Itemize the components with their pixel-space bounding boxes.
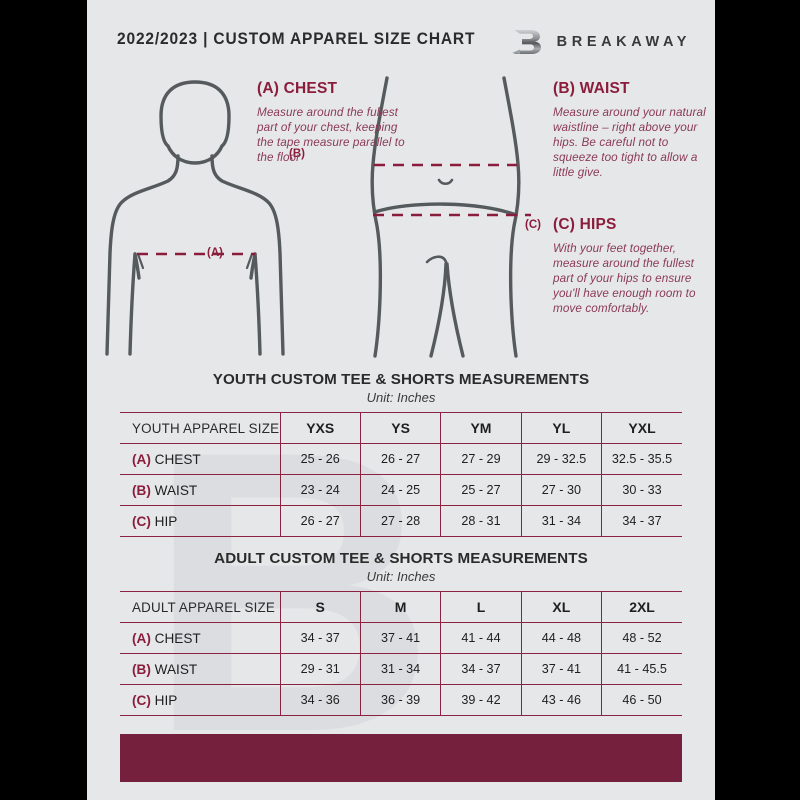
waist-marker-label: (B) — [289, 148, 305, 160]
row-name: WAIST — [154, 482, 198, 498]
youth-size-header-yl: YL — [520, 412, 603, 444]
adult-waist-l: 34 - 37 — [440, 653, 522, 685]
youth-table-header-row: YOUTH APPAREL SIZE YXS YS YM YL YXL — [120, 412, 682, 444]
male-hips-waist-outline-icon — [370, 76, 531, 358]
page-header: 2022/2023 | CUSTOM APPAREL SIZE CHART BR… — [87, 0, 715, 68]
row-tag: (B) — [132, 482, 151, 498]
adult-size-header-s: S — [279, 591, 361, 623]
adult-size-header-l: L — [440, 591, 522, 623]
row-tag: (C) — [132, 513, 151, 529]
youth-hip-ys: 27 - 28 — [359, 505, 442, 537]
row-tag: (A) — [132, 630, 151, 646]
adult-chest-2xl: 48 - 52 — [601, 622, 682, 654]
hips-marker-label: (C) — [525, 219, 541, 231]
brand-name: BREAKAWAY — [556, 34, 691, 50]
page-title: 2022/2023 | CUSTOM APPAREL SIZE CHART — [117, 30, 476, 48]
callout-waist-body: Measure around your natural waistline – … — [553, 106, 706, 180]
youth-hip-yl: 31 - 34 — [520, 505, 603, 537]
youth-chest-yxl: 32.5 - 35.5 — [601, 443, 682, 475]
adult-hip-xl: 43 - 46 — [520, 684, 603, 716]
male-torso-front-outline-icon — [105, 80, 285, 356]
youth-chest-yxs: 25 - 26 — [279, 443, 361, 475]
youth-section-unit: Unit: Inches — [366, 390, 436, 405]
adult-row-label-waist: (B) WAIST — [120, 653, 281, 685]
adult-row-label-hip: (C) HIP — [120, 684, 281, 716]
adult-section-title: ADULT CUSTOM TEE & SHORTS MEASUREMENTS — [214, 550, 588, 567]
chest-marker-label: (A) — [207, 247, 223, 259]
youth-size-header-yxs: YXS — [279, 412, 361, 444]
youth-size-table: YOUTH APPAREL SIZE YXS YS YM YL YXL (A) … — [120, 412, 682, 537]
callout-hips: (C) HIPS With your feet together, measur… — [553, 216, 708, 316]
adult-chest-s: 34 - 37 — [279, 622, 361, 654]
adult-hip-s: 34 - 36 — [279, 684, 361, 716]
youth-waist-ys: 24 - 25 — [359, 474, 442, 506]
brand-lockup: BREAKAWAY — [511, 27, 691, 57]
row-tag: (A) — [132, 451, 151, 467]
adult-hip-2xl: 46 - 50 — [601, 684, 682, 716]
youth-waist-yxs: 23 - 24 — [279, 474, 361, 506]
youth-chest-yl: 29 - 32.5 — [520, 443, 603, 475]
adult-chest-m: 37 - 41 — [359, 622, 442, 654]
row-tag: (B) — [132, 661, 151, 677]
table-row: (A) CHEST 34 - 37 37 - 41 41 - 44 44 - 4… — [120, 622, 682, 654]
adult-waist-m: 31 - 34 — [359, 653, 442, 685]
row-name: CHEST — [154, 630, 201, 646]
adult-waist-s: 29 - 31 — [279, 653, 361, 685]
measurement-illustration: (A) (B) (C) (A) CHEST Measure around the… — [87, 68, 715, 363]
breakaway-b-logo-icon — [511, 30, 541, 54]
adult-table-header-row: ADULT APPAREL SIZE S M L XL 2XL — [120, 591, 682, 623]
youth-size-header-ym: YM — [440, 412, 522, 444]
callout-waist-heading: (B) WAIST — [553, 80, 630, 97]
youth-row-label-waist: (B) WAIST — [120, 474, 281, 506]
table-row: (B) WAIST 29 - 31 31 - 34 34 - 37 37 - 4… — [120, 653, 682, 685]
youth-waist-ym: 25 - 27 — [440, 474, 522, 506]
table-row: (A) CHEST 25 - 26 26 - 27 27 - 29 29 - 3… — [120, 443, 682, 475]
youth-row-label-hip: (C) HIP — [120, 505, 281, 537]
youth-waist-yxl: 30 - 33 — [601, 474, 682, 506]
youth-chest-ym: 27 - 29 — [440, 443, 522, 475]
adult-header-label: ADULT APPAREL SIZE — [120, 591, 281, 623]
row-tag: (C) — [132, 692, 151, 708]
callout-chest-body: Measure around the fullest part of your … — [257, 106, 405, 165]
adult-chest-xl: 44 - 48 — [520, 622, 603, 654]
youth-hip-yxl: 34 - 37 — [601, 505, 682, 537]
adult-hip-m: 36 - 39 — [359, 684, 442, 716]
adult-row-label-chest: (A) CHEST — [120, 622, 281, 654]
table-row: (B) WAIST 23 - 24 24 - 25 25 - 27 27 - 3… — [120, 474, 682, 506]
adult-waist-xl: 37 - 41 — [520, 653, 603, 685]
row-name: HIP — [154, 513, 178, 529]
youth-chest-ys: 26 - 27 — [359, 443, 442, 475]
table-row: (C) HIP 26 - 27 27 - 28 28 - 31 31 - 34 … — [120, 505, 682, 537]
table-row: (C) HIP 34 - 36 36 - 39 39 - 42 43 - 46 … — [120, 684, 682, 716]
adult-waist-2xl: 41 - 45.5 — [601, 653, 682, 685]
adult-size-header-m: M — [359, 591, 442, 623]
youth-hip-yxs: 26 - 27 — [279, 505, 361, 537]
row-name: HIP — [154, 692, 178, 708]
youth-size-header-ys: YS — [359, 412, 442, 444]
row-name: CHEST — [154, 451, 201, 467]
adult-section-unit: Unit: Inches — [366, 569, 436, 584]
adult-chest-l: 41 - 44 — [440, 622, 522, 654]
callout-hips-body: With your feet together, measure around … — [553, 242, 696, 316]
size-chart-page: B 2022/2023 | CUSTOM APPAREL SIZE CHART — [87, 0, 715, 800]
adult-size-header-xl: XL — [520, 591, 603, 623]
callout-hips-heading: (C) HIPS — [553, 216, 617, 233]
adult-size-table: ADULT APPAREL SIZE S M L XL 2XL (A) CHES… — [120, 591, 682, 716]
youth-row-label-chest: (A) CHEST — [120, 443, 281, 475]
callout-waist: (B) WAIST Measure around your natural wa… — [553, 80, 708, 180]
youth-header-label: YOUTH APPAREL SIZE — [120, 412, 281, 444]
youth-waist-yl: 27 - 30 — [520, 474, 603, 506]
youth-section-title: YOUTH CUSTOM TEE & SHORTS MEASUREMENTS — [212, 371, 590, 388]
adult-size-header-2xl: 2XL — [601, 591, 682, 623]
row-name: WAIST — [154, 661, 198, 677]
callout-chest: (A) CHEST Measure around the fullest par… — [257, 80, 417, 165]
footer-bar — [120, 734, 682, 782]
youth-hip-ym: 28 - 31 — [440, 505, 522, 537]
adult-hip-l: 39 - 42 — [440, 684, 522, 716]
youth-size-header-yxl: YXL — [601, 412, 682, 444]
callout-chest-heading: (A) CHEST — [257, 80, 338, 97]
